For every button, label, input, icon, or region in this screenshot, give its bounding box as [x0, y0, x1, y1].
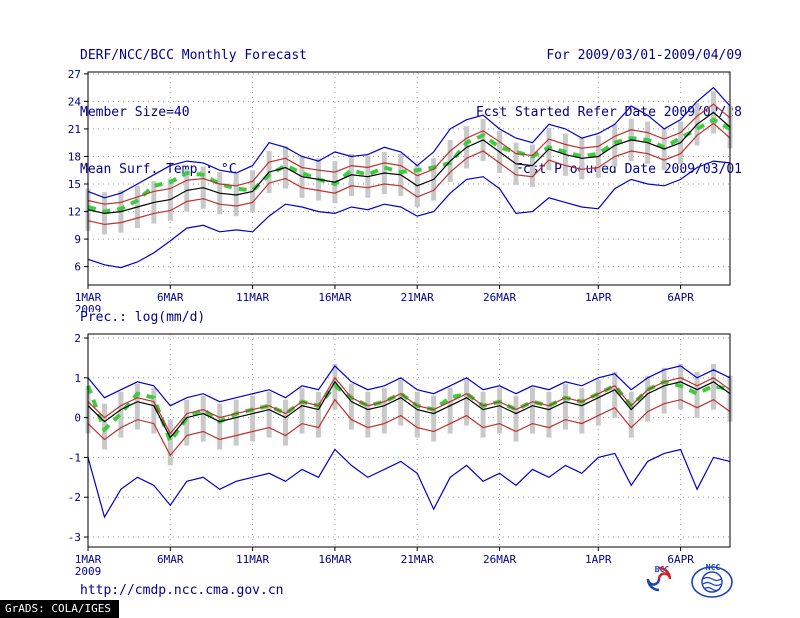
- series-ensemble-mean: [87, 111, 731, 215]
- y-tick-label: 15: [68, 178, 81, 191]
- x-tick-label: 1APR: [585, 553, 612, 566]
- x-tick-label: 1MAR: [75, 291, 102, 304]
- x-tick-label: 6APR: [667, 291, 694, 304]
- y-tick-label: -3: [68, 531, 81, 544]
- x-tick-label: 6MAR: [157, 291, 184, 304]
- page-title: DERF/NCC/BCC Monthly Forecast: [80, 48, 307, 63]
- x-tick-label: 6APR: [667, 553, 694, 566]
- series-highlight-dashes: [86, 379, 731, 446]
- member-size-label: Member Size=40: [80, 105, 190, 120]
- x-tick-label: 21MAR: [401, 553, 434, 566]
- x-tick-label: 21MAR: [401, 291, 434, 304]
- y-tick-label: -2: [68, 491, 81, 504]
- y-tick-label: 0: [74, 412, 81, 425]
- y-tick-label: 9: [74, 233, 81, 246]
- y-tick-label: 1: [74, 372, 81, 385]
- series-upper-quartile: [87, 103, 731, 205]
- x-tick-label: 16MAR: [318, 291, 351, 304]
- y-tick-label: 18: [68, 150, 81, 163]
- x-tick-label: 1MAR: [75, 553, 102, 566]
- forecast-range-label: For 2009/03/01-2009/04/09: [546, 48, 742, 63]
- x-tick-label: 11MAR: [236, 291, 269, 304]
- series-ensemble-mean: [87, 380, 731, 439]
- x-tick-label: 26MAR: [483, 291, 516, 304]
- y-tick-label: 27: [68, 68, 81, 81]
- x-tick-label: 1APR: [585, 291, 612, 304]
- ncc-logo: NCC: [690, 564, 736, 598]
- bcc-swirl-icon: [646, 566, 672, 592]
- header-left: DERF/NCC/BCC Monthly Forecast Member Siz…: [80, 8, 307, 198]
- prec-panel-label: Prec.: log(mm/d): [80, 310, 206, 325]
- series-ensemble-max: [87, 86, 731, 199]
- x-tick-label: 11MAR: [236, 553, 269, 566]
- x-tick-label: 6MAR: [157, 553, 184, 566]
- grads-credit: GrADS: COLA/IGES: [0, 600, 119, 618]
- plot-frame: [87, 333, 731, 548]
- bcc-logo: BCC: [642, 566, 682, 592]
- series-ensemble-max: [87, 364, 731, 407]
- ncc-globe-icon: [691, 566, 733, 598]
- series-lower-quartile: [87, 398, 731, 457]
- x-tick-label: 16MAR: [318, 553, 351, 566]
- y-tick-label: 21: [68, 123, 81, 136]
- plot-frame: [87, 71, 731, 286]
- y-tick-label: 6: [74, 261, 81, 274]
- y-tick-label: 2: [74, 332, 81, 345]
- y-tick-label: 12: [68, 206, 81, 219]
- y-tick-label: 24: [68, 95, 82, 108]
- x-tick-year-label: 2009: [75, 565, 102, 578]
- y-tick-label: -1: [68, 451, 81, 464]
- x-tick-year-label: 2009: [75, 303, 102, 312]
- series-lower-quartile: [87, 122, 731, 226]
- x-tick-label: 26MAR: [483, 553, 516, 566]
- spread-bars: [85, 91, 733, 235]
- series-ensemble-min: [87, 160, 731, 269]
- series-ensemble-min: [87, 448, 731, 519]
- series-upper-quartile: [87, 376, 731, 435]
- source-url: http://cmdp.ncc.cma.gov.cn: [80, 583, 284, 598]
- spread-bars: [85, 363, 733, 466]
